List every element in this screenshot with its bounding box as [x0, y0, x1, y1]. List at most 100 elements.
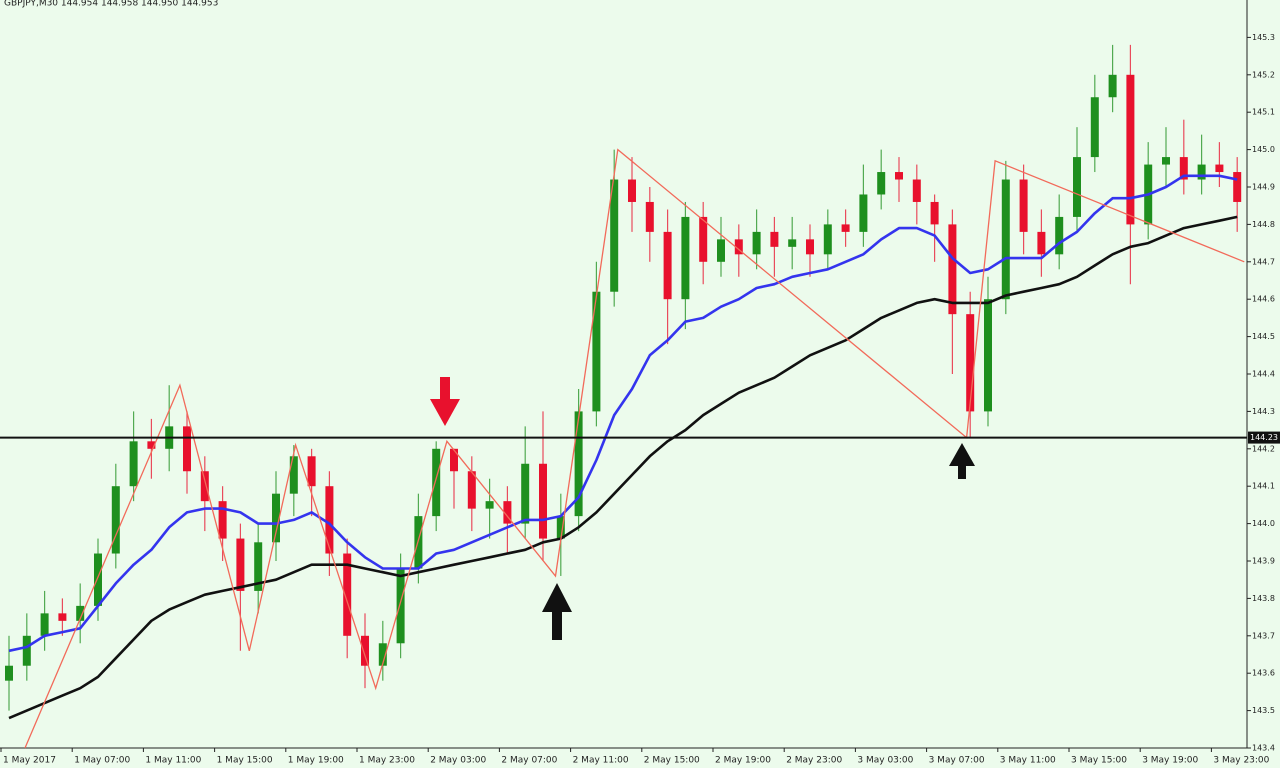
candle-body — [930, 201, 939, 225]
arrow-shaft — [552, 610, 562, 640]
candle-body — [289, 456, 298, 494]
y-tick-label: 144.1 — [1252, 482, 1275, 491]
y-tick-label: 144.3 — [1252, 407, 1275, 416]
candle-body — [628, 179, 636, 202]
y-tick-label: 143.8 — [1252, 594, 1275, 603]
candle-body — [272, 493, 280, 543]
candle-body — [1197, 164, 1206, 180]
candle-body — [984, 299, 992, 412]
candle-body — [752, 231, 761, 255]
candle-body — [1001, 179, 1010, 300]
level-label: 144.23 — [1250, 433, 1278, 442]
x-tick-label: 2 May 03:00 — [430, 756, 486, 766]
y-tick-label: 143.7 — [1252, 631, 1275, 640]
candle-body — [183, 426, 191, 472]
candle-body — [841, 224, 850, 232]
candle-body — [76, 605, 85, 621]
y-tick-label: 145.0 — [1252, 145, 1275, 154]
candle-body — [521, 463, 530, 524]
candle-body — [556, 516, 565, 539]
candle-body — [22, 635, 31, 666]
candle-body — [895, 172, 903, 180]
x-tick-label: 2 May 19:00 — [715, 756, 771, 766]
candle-body — [503, 501, 512, 524]
candle-body — [1162, 157, 1170, 165]
candle-body — [806, 239, 814, 255]
candle-body — [200, 471, 209, 502]
plot-area: 143.4 143.5 143.6 143.7 143.8 143.9 144.0 144.1… — [0, 33, 1280, 766]
candle-body — [450, 448, 458, 472]
candle-body — [307, 456, 316, 487]
candle-body — [1179, 157, 1188, 180]
x-tick-label: 2 May 07:00 — [501, 756, 557, 766]
candle-body — [859, 194, 868, 232]
x-tick-label: 3 May 15:00 — [1071, 756, 1127, 766]
candle-body — [1073, 157, 1081, 217]
buy-arrow — [542, 583, 572, 612]
candle-body — [877, 172, 886, 195]
moving-average — [8, 174, 1238, 653]
candle-body — [254, 542, 263, 591]
candle-body — [396, 568, 405, 644]
x-tick-label: 2 May 15:00 — [644, 756, 700, 766]
candle-body — [325, 486, 334, 554]
y-tick-label: 144.7 — [1252, 257, 1275, 266]
y-tick-label: 143.4 — [1252, 744, 1275, 753]
candle-body — [592, 291, 601, 412]
y-tick-label: 144.4 — [1252, 370, 1275, 379]
y-tick-label: 145.1 — [1252, 108, 1275, 117]
candle-body — [467, 471, 476, 509]
candle-body — [1037, 231, 1046, 255]
x-tick-label: 1 May 11:00 — [145, 756, 201, 766]
candle-body — [1108, 74, 1117, 98]
y-tick-label: 143.5 — [1252, 706, 1275, 715]
candle-body — [40, 613, 49, 636]
candle-body — [663, 231, 672, 300]
candle-body — [236, 538, 245, 591]
y-tick-label: 144.6 — [1252, 295, 1275, 304]
candle-body — [788, 239, 797, 247]
sell-arrow — [430, 399, 460, 426]
candle-body — [734, 239, 743, 255]
x-tick-label: 1 May 23:00 — [359, 756, 415, 766]
buy-arrow — [949, 443, 975, 466]
x-tick-label: 3 May 11:00 — [1000, 756, 1056, 766]
candle-body — [574, 411, 583, 517]
candle-body — [147, 441, 156, 449]
candle-body — [948, 224, 957, 315]
moving-average — [8, 215, 1238, 720]
candle-body — [111, 486, 120, 554]
chart-title: GBPJPY,M30 144.954 144.958 144.950 144.9… — [4, 0, 218, 9]
candle-body — [432, 448, 441, 517]
x-tick-label: 2 May 23:00 — [786, 756, 842, 766]
candle-body — [1055, 216, 1064, 255]
x-tick-label: 3 May 23:00 — [1213, 756, 1269, 766]
candle-body — [912, 179, 921, 202]
y-tick-label: 145.2 — [1252, 70, 1275, 79]
candle-body — [1215, 164, 1224, 173]
x-tick-label: 3 May 07:00 — [929, 756, 985, 766]
y-tick-label: 143.9 — [1252, 557, 1275, 566]
candle-body — [361, 635, 369, 666]
candle-body — [218, 501, 227, 539]
candle-body — [966, 314, 975, 412]
y-tick-label: 143.6 — [1252, 669, 1275, 678]
candle-body — [1090, 97, 1099, 158]
zigzag-line — [24, 148, 1245, 749]
y-tick-label: 144.0 — [1252, 519, 1275, 528]
level-label-box — [1248, 431, 1280, 444]
candle-body — [343, 553, 352, 636]
arrow-shaft — [440, 377, 450, 401]
candle-body — [378, 643, 387, 666]
candle-body — [1126, 74, 1135, 225]
candle-body — [1019, 179, 1028, 232]
candle-body — [485, 501, 494, 509]
y-tick-label: 144.9 — [1252, 183, 1275, 192]
candle-body — [823, 224, 832, 255]
candle-body — [610, 179, 619, 292]
candle-body — [681, 216, 690, 300]
candle-body — [770, 231, 779, 247]
candle-body — [129, 441, 138, 487]
